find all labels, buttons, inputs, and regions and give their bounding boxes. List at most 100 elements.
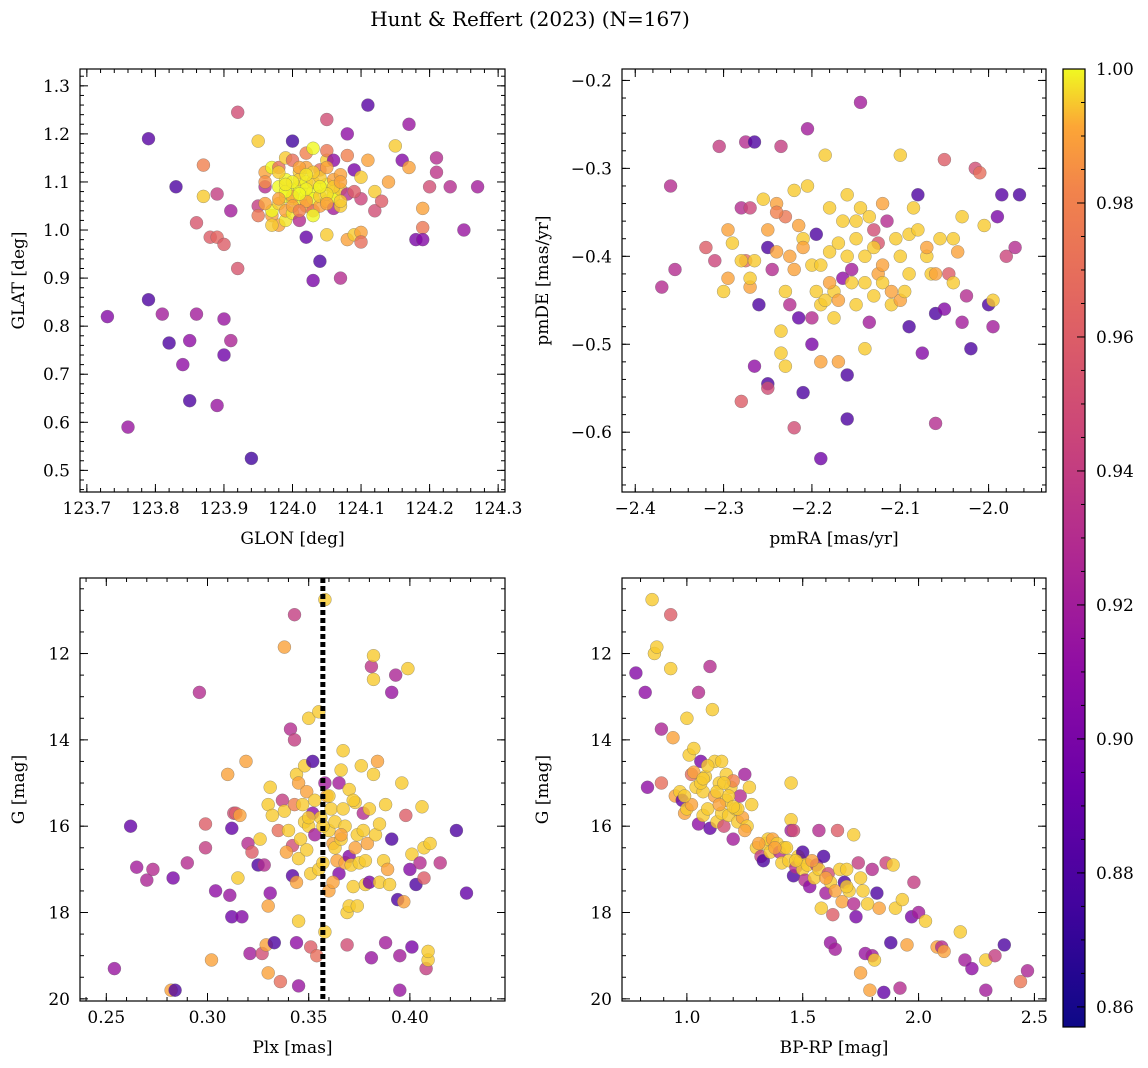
data-point	[774, 346, 788, 360]
x-axis-label: Plx [mas]	[252, 1038, 332, 1058]
colorbar-gradient	[1062, 68, 1086, 1028]
data-point	[902, 319, 916, 334]
data-point	[162, 336, 176, 350]
data-point	[911, 188, 925, 202]
data-point	[703, 659, 717, 674]
data-point	[336, 802, 350, 816]
data-point	[734, 253, 749, 268]
colorbar-ticks: 0.86 0.88 0.90 0.92 0.94 0.96 0.98 1.00	[1077, 60, 1134, 1018]
data-point	[734, 394, 749, 409]
data-point	[990, 209, 1005, 224]
data-point	[800, 122, 815, 136]
panel-cmd_plx: 0.25 0.30 0.35 0.40 12 14 16 18 20 Plx [mas] G [ma…	[9, 577, 506, 1058]
data-point	[712, 139, 726, 154]
data-point	[787, 262, 801, 277]
data-point	[805, 311, 819, 325]
y-tick-label: 18	[590, 904, 612, 924]
data-point	[415, 232, 430, 247]
y-tick-label: 18	[48, 904, 70, 924]
data-point	[870, 886, 884, 900]
data-point	[933, 231, 947, 246]
data-point	[691, 685, 706, 700]
data-point	[744, 797, 759, 812]
data-point	[768, 841, 782, 855]
x-tick-label: −2.0	[968, 499, 1009, 519]
colorbar-tick-label: 1.00	[1096, 60, 1134, 80]
data-point	[415, 201, 430, 216]
data-point	[819, 871, 833, 885]
data-point	[805, 337, 819, 352]
data-point	[858, 249, 872, 264]
data-point	[789, 853, 803, 868]
data-point	[778, 359, 793, 373]
data-point	[277, 640, 292, 654]
y-tick-label: −0.6	[571, 423, 612, 443]
data-point	[955, 209, 969, 224]
data-point	[217, 237, 231, 252]
y-tick-label: 1.2	[43, 125, 70, 145]
data-point	[429, 151, 444, 165]
data-point	[299, 230, 313, 244]
x-tick-label: 124.1	[337, 499, 386, 519]
axes-frame	[621, 68, 1047, 493]
data-point	[779, 841, 794, 855]
data-point	[253, 832, 267, 846]
data-point	[867, 240, 881, 255]
data-point	[765, 262, 779, 277]
data-point	[192, 685, 207, 700]
data-point	[393, 983, 407, 997]
data-point	[964, 341, 978, 356]
data-point	[403, 862, 417, 877]
data-point	[752, 297, 766, 312]
data-point	[354, 759, 369, 773]
data-point	[378, 797, 393, 812]
data-point	[822, 201, 837, 215]
data-point	[261, 966, 275, 980]
data-point	[629, 666, 643, 680]
data-point	[840, 249, 854, 264]
y-tick-label: −0.2	[571, 71, 612, 91]
data-point	[384, 832, 399, 846]
x-tick-label: 124.3	[474, 499, 523, 519]
data-point	[230, 105, 245, 120]
data-point	[742, 780, 757, 795]
data-point	[421, 944, 435, 959]
data-point	[827, 311, 841, 325]
data-point	[918, 914, 933, 928]
data-point	[388, 668, 403, 682]
data-point	[354, 170, 368, 184]
data-point	[853, 95, 868, 110]
data-point	[800, 179, 815, 193]
data-point	[822, 245, 837, 259]
data-point	[208, 884, 223, 898]
y-tick-label: −0.3	[571, 159, 612, 179]
data-point	[372, 817, 387, 831]
data-point	[666, 730, 680, 745]
data-point	[217, 348, 231, 362]
data-point	[356, 823, 371, 838]
x-axis-label: pmRA [mas/yr]	[769, 529, 898, 549]
data-point	[830, 823, 845, 838]
data-point	[999, 249, 1014, 264]
data-point	[422, 180, 437, 194]
data-point	[257, 858, 271, 872]
data-point	[839, 879, 854, 894]
y-tick-label: 0.6	[43, 413, 70, 433]
data-point	[168, 983, 182, 997]
data-point	[858, 275, 872, 290]
data-point	[791, 218, 806, 233]
data-point	[402, 117, 416, 132]
data-point	[761, 381, 775, 395]
data-point	[295, 797, 310, 812]
data-point	[333, 175, 348, 189]
data-point	[348, 841, 362, 855]
data-point	[382, 877, 397, 892]
data-point	[920, 240, 934, 255]
data-point	[721, 223, 735, 237]
data-point	[155, 307, 170, 321]
data-point	[384, 685, 399, 700]
data-point	[457, 223, 471, 237]
data-point	[362, 802, 377, 816]
data-point	[928, 416, 943, 431]
data-point	[189, 216, 204, 230]
